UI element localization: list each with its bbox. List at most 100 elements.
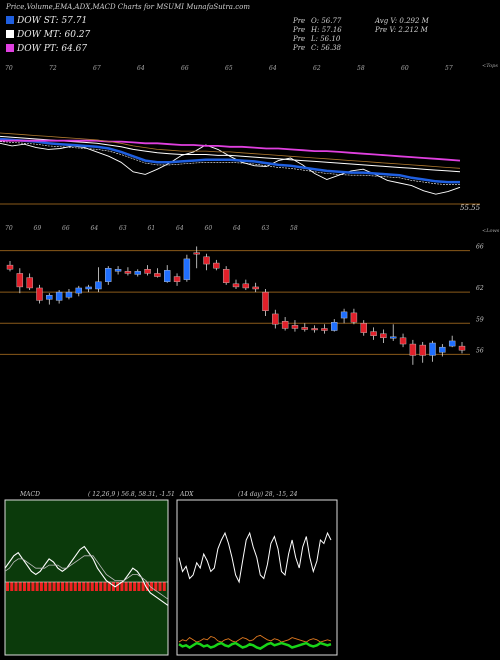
ema-top-label: 62 <box>313 65 321 72</box>
macd-histogram-bar <box>150 582 154 591</box>
candle-body <box>75 287 82 294</box>
price-tick-label: 59 <box>476 316 484 323</box>
legend-swatch-mt <box>6 30 14 38</box>
stat-open: Pre O: 56.77 <box>293 17 342 25</box>
adx-panel-frame <box>176 499 338 656</box>
price-axis-label: <Lows <box>482 228 500 234</box>
macd-histogram-bar <box>120 582 124 591</box>
ema-price-label: 55.55 <box>460 204 481 212</box>
candle-body <box>321 328 328 331</box>
candle-body <box>350 312 358 323</box>
candle-body <box>114 269 122 272</box>
macd-title: MACD <box>19 491 40 498</box>
macd-histogram-bar <box>61 582 65 591</box>
legend-dow-st: DOW ST: 57.71 <box>6 16 87 26</box>
macd-histogram-bar <box>65 582 69 591</box>
ema-series-ema_mt <box>0 135 461 173</box>
macd-histogram-bar <box>52 582 56 591</box>
macd-histogram-bar <box>6 582 9 591</box>
candle-body <box>95 281 102 290</box>
macd-params: ( 12,26,9 ) 56.8, 58.31, -1.51 <box>88 491 175 498</box>
candle-body <box>429 342 436 356</box>
ema-axis-label: <Tops <box>482 63 498 69</box>
candle-body <box>301 327 308 330</box>
macd-histogram-bar <box>128 582 132 591</box>
ema-top-label: 64 <box>137 65 145 72</box>
adx-di-minus-line <box>178 641 332 650</box>
price-top-label: 66 <box>62 225 70 232</box>
price-top-label: 63 <box>119 225 127 232</box>
ema-series-ema_pt <box>0 139 461 162</box>
candle-body <box>222 269 230 283</box>
macd-histogram-bar <box>103 582 107 591</box>
ema-series-mt-dotted <box>0 141 460 185</box>
macd-histogram-bar <box>162 582 166 591</box>
candle-body <box>262 291 269 312</box>
legend-dow-pt: DOW PT: 64.67 <box>6 44 87 54</box>
price-top-label: 61 <box>148 225 156 232</box>
candle-body <box>85 286 92 290</box>
macd-line <box>4 545 169 606</box>
ema-top-label: 57 <box>445 65 453 72</box>
macd-histogram-bar <box>56 582 60 591</box>
price-tick-label: 62 <box>476 285 484 292</box>
candle-body <box>46 295 53 300</box>
candle-body <box>409 343 417 356</box>
candle-body <box>340 311 348 319</box>
macd-histogram-bar <box>145 582 149 591</box>
ema-top-label: 58 <box>357 65 365 72</box>
legend-label-mt: DOW MT: 60.27 <box>17 30 91 40</box>
adx-di-plus-line <box>178 634 332 643</box>
candle-body <box>390 336 397 339</box>
candle-body <box>6 264 14 270</box>
macd-histogram-bar <box>69 582 73 591</box>
adx-line <box>178 531 332 584</box>
candle-body <box>331 322 338 331</box>
price-top-label: 63 <box>262 225 270 232</box>
price-top-label: 58 <box>290 225 298 232</box>
candle-body <box>173 276 181 282</box>
macd-histogram-bar <box>78 582 82 591</box>
candle-body <box>370 331 377 336</box>
macd-histogram-bar <box>90 582 94 591</box>
candle-body <box>193 252 200 255</box>
ema-series-long-trend <box>0 132 461 169</box>
candle-body <box>213 262 220 269</box>
candle-body <box>419 344 426 356</box>
candle-body <box>36 287 43 301</box>
candle-body <box>360 323 367 333</box>
macd-histogram-bar <box>111 582 115 591</box>
macd-histogram-bar <box>44 582 48 591</box>
macd-histogram-bar <box>35 582 39 591</box>
candle-body <box>26 277 33 289</box>
price-top-label: 70 <box>5 225 13 232</box>
price-top-label: 60 <box>205 225 213 232</box>
macd-histogram-bar <box>154 582 158 591</box>
macd-histogram-bar <box>124 582 128 591</box>
candle-body <box>380 333 387 339</box>
macd-histogram-bar <box>86 582 90 591</box>
candle-body <box>164 270 171 282</box>
ema-top-label: 67 <box>93 65 101 72</box>
legend-swatch-pt <box>6 44 14 52</box>
macd-histogram-bar <box>18 582 22 591</box>
adx-params: (14 day) 28, -15, 24 <box>238 491 298 498</box>
candle-body <box>134 271 141 275</box>
candle-body <box>183 258 191 280</box>
candle-body <box>281 320 289 329</box>
macd-histogram-bar <box>48 582 52 591</box>
candle-body <box>272 313 279 325</box>
price-tick-label: 66 <box>476 244 484 251</box>
candle-body <box>144 269 151 274</box>
adx-title: ADX <box>179 491 194 498</box>
price-tick-label: 56 <box>476 347 484 354</box>
ema-series-ema_st <box>0 137 460 184</box>
candle-body <box>448 340 456 347</box>
stat-low: Pre L: 56.10 <box>293 35 341 43</box>
macd-histogram-bar <box>99 582 103 591</box>
candle-body <box>252 286 259 290</box>
candle-body <box>458 345 466 351</box>
candle-body <box>311 328 318 331</box>
macd-histogram-bar <box>27 582 31 591</box>
